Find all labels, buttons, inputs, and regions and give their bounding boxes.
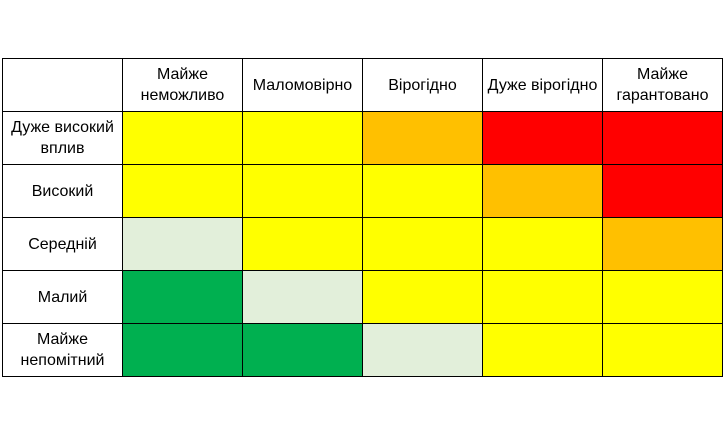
risk-cell (362, 323, 483, 377)
row-header: Дуже високий вплив (2, 111, 123, 165)
row-low: Малий (2, 270, 723, 324)
risk-cell (362, 164, 483, 218)
risk-cell (242, 164, 363, 218)
header-row: Майже неможливо Маломовірно Вірогідно Ду… (2, 58, 723, 112)
risk-cell (122, 164, 243, 218)
risk-cell (242, 323, 363, 377)
row-high: Високий (2, 164, 723, 218)
risk-matrix-table: Майже неможливо Маломовірно Вірогідно Ду… (2, 58, 723, 377)
risk-cell (242, 111, 363, 165)
risk-cell (122, 323, 243, 377)
corner-cell (2, 58, 123, 112)
risk-cell (482, 270, 603, 324)
risk-cell (122, 217, 243, 271)
column-header-very-likely: Дуже вірогідно (482, 58, 603, 112)
risk-cell (482, 164, 603, 218)
column-header-almost-certain: Майже гарантовано (602, 58, 723, 112)
row-header: Малий (2, 270, 123, 324)
row-header: Майже непомітний (2, 323, 123, 377)
row-medium: Середній (2, 217, 723, 271)
risk-cell (242, 270, 363, 324)
risk-cell (362, 217, 483, 271)
risk-cell (602, 217, 723, 271)
risk-cell (362, 111, 483, 165)
row-header: Середній (2, 217, 123, 271)
column-header-almost-impossible: Майже неможливо (122, 58, 243, 112)
risk-cell (482, 217, 603, 271)
risk-cell (602, 164, 723, 218)
column-header-likely: Вірогідно (362, 58, 483, 112)
column-header-unlikely: Маломовірно (242, 58, 363, 112)
risk-cell (602, 323, 723, 377)
risk-cell (122, 111, 243, 165)
risk-cell (602, 111, 723, 165)
row-header: Високий (2, 164, 123, 218)
risk-cell (482, 111, 603, 165)
row-almost-negligible: Майже непомітний (2, 323, 723, 377)
risk-cell (602, 270, 723, 324)
row-very-high-impact: Дуже високий вплив (2, 111, 723, 165)
risk-cell (242, 217, 363, 271)
risk-cell (482, 323, 603, 377)
risk-cell (362, 270, 483, 324)
risk-cell (122, 270, 243, 324)
